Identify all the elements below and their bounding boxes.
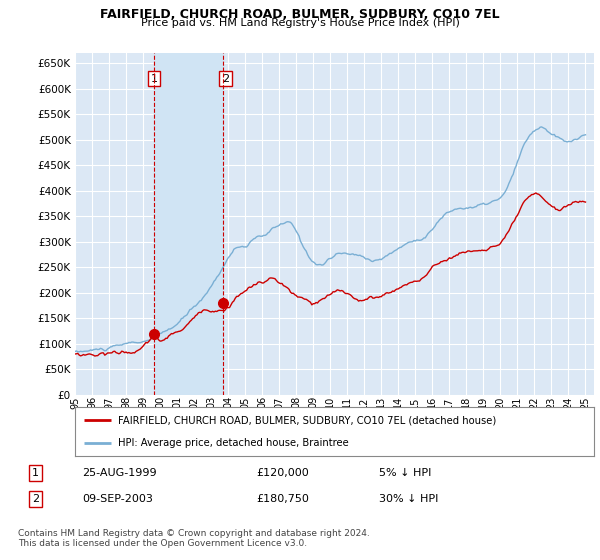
Text: FAIRFIELD, CHURCH ROAD, BULMER, SUDBURY, CO10 7EL: FAIRFIELD, CHURCH ROAD, BULMER, SUDBURY,… [100, 8, 500, 21]
Text: 1: 1 [32, 468, 39, 478]
Text: Contains HM Land Registry data © Crown copyright and database right 2024.
This d: Contains HM Land Registry data © Crown c… [18, 529, 370, 548]
Text: 30% ↓ HPI: 30% ↓ HPI [379, 494, 438, 504]
Text: 2: 2 [222, 74, 229, 83]
Text: £120,000: £120,000 [256, 468, 309, 478]
Text: £180,750: £180,750 [256, 494, 310, 504]
Text: FAIRFIELD, CHURCH ROAD, BULMER, SUDBURY, CO10 7EL (detached house): FAIRFIELD, CHURCH ROAD, BULMER, SUDBURY,… [118, 416, 496, 426]
Text: HPI: Average price, detached house, Braintree: HPI: Average price, detached house, Brai… [118, 438, 349, 448]
Text: 09-SEP-2003: 09-SEP-2003 [82, 494, 153, 504]
Bar [154, 53, 223, 395]
Text: 2: 2 [32, 494, 39, 504]
Text: 5% ↓ HPI: 5% ↓ HPI [379, 468, 431, 478]
Text: Price paid vs. HM Land Registry's House Price Index (HPI): Price paid vs. HM Land Registry's House … [140, 18, 460, 29]
Text: 1: 1 [151, 74, 158, 83]
Text: 25-AUG-1999: 25-AUG-1999 [82, 468, 157, 478]
